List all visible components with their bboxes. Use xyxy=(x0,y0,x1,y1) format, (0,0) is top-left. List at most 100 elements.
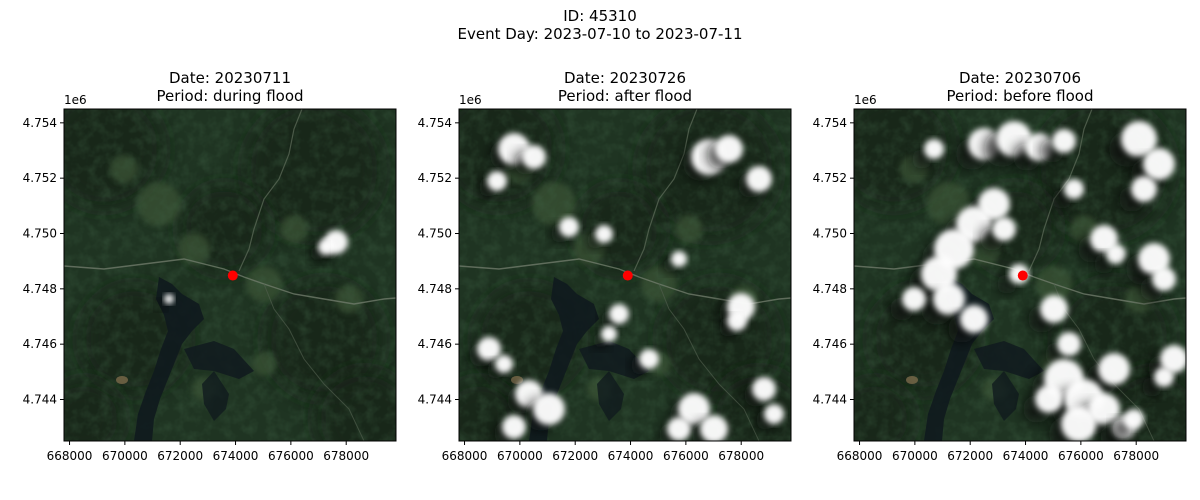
reservoir-arm xyxy=(597,371,624,421)
x-tick-label: 676000 xyxy=(1058,449,1104,463)
cloud xyxy=(671,251,687,267)
cloud xyxy=(667,417,691,441)
y-tick-label: 4.744 xyxy=(23,393,57,407)
cloud-shadow xyxy=(156,300,166,310)
cloud xyxy=(318,239,334,255)
stream xyxy=(1028,109,1093,272)
reservoir-arm xyxy=(992,371,1019,421)
cloud xyxy=(1064,179,1084,199)
axes-frame xyxy=(853,108,1187,442)
cloud xyxy=(533,393,565,425)
cloud xyxy=(487,171,507,191)
figure-title-event-day: Event Day: 2023-07-10 to 2023-07-11 xyxy=(457,25,743,43)
y-tick-label: 4.750 xyxy=(23,227,57,241)
y-tick-label: 4.752 xyxy=(23,171,57,185)
cloud xyxy=(1131,176,1157,202)
y-tick-label: 4.748 xyxy=(418,282,452,296)
clearing xyxy=(116,376,128,384)
axes-frame xyxy=(458,108,792,442)
reservoir xyxy=(134,277,204,441)
y-tick-label: 4.746 xyxy=(23,337,57,351)
y-tick-label: 4.746 xyxy=(418,337,452,351)
cloud xyxy=(559,217,579,237)
panel-title-period: Period: after flood xyxy=(558,87,692,105)
x-tick-label: 672000 xyxy=(947,449,993,463)
road xyxy=(64,258,396,305)
clearing xyxy=(511,376,523,384)
cloud xyxy=(502,415,526,439)
y-tick-label: 4.752 xyxy=(418,171,452,185)
cloud xyxy=(752,377,776,401)
y-tick-label: 4.750 xyxy=(813,227,847,241)
cloud xyxy=(522,145,546,169)
y-axis-offset-label: 1e6 xyxy=(459,93,482,107)
cloud xyxy=(1061,406,1097,441)
y-tick-label: 4.744 xyxy=(813,393,847,407)
cloud xyxy=(715,135,743,163)
cloud xyxy=(1138,243,1170,275)
cloud xyxy=(1098,353,1130,385)
panel-title-date: Date: 20230726 xyxy=(564,69,686,87)
cloud xyxy=(678,393,710,425)
cloud xyxy=(1052,129,1076,153)
panel-title-period: Period: during flood xyxy=(156,87,303,105)
cloud xyxy=(700,415,728,441)
x-tick-label: 676000 xyxy=(268,449,314,463)
panel-title-period: Period: before flood xyxy=(947,87,1094,105)
cloud xyxy=(1124,409,1144,429)
x-tick-label: 674000 xyxy=(213,449,259,463)
x-tick-label: 678000 xyxy=(323,449,369,463)
y-tick-label: 4.754 xyxy=(418,116,452,130)
cloud xyxy=(1121,121,1157,157)
figure-title: ID: 45310 Event Day: 2023-07-10 to 2023-… xyxy=(0,7,1200,43)
event-location-marker xyxy=(227,270,238,281)
x-tick-label: 678000 xyxy=(1113,449,1159,463)
y-tick-label: 4.744 xyxy=(418,393,452,407)
reservoir-arm xyxy=(184,341,254,379)
y-tick-label: 4.748 xyxy=(23,282,57,296)
cloud xyxy=(1035,385,1063,413)
event-location-marker xyxy=(622,270,633,281)
y-tick-label: 4.748 xyxy=(813,282,847,296)
cloud xyxy=(746,166,772,192)
cloud xyxy=(924,139,944,159)
stream xyxy=(263,283,365,441)
cloud xyxy=(1088,393,1120,425)
cloud xyxy=(933,283,965,315)
x-tick-label: 674000 xyxy=(1003,449,1049,463)
reservoir-arm xyxy=(579,341,649,379)
cloud xyxy=(164,294,174,304)
stream xyxy=(633,109,698,272)
reservoir-arm xyxy=(974,341,1044,379)
cloud xyxy=(921,256,957,292)
cloud xyxy=(1143,148,1175,180)
panel-title-date: Date: 20230706 xyxy=(959,69,1081,87)
cloud xyxy=(992,217,1016,241)
cloud xyxy=(727,311,747,331)
cloud xyxy=(495,355,513,373)
y-tick-label: 4.752 xyxy=(813,171,847,185)
x-tick-label: 670000 xyxy=(892,449,938,463)
cloud xyxy=(1057,332,1081,356)
panel-title-date: Date: 20230711 xyxy=(169,69,291,87)
cloud xyxy=(960,305,988,333)
figure-title-id: ID: 45310 xyxy=(563,7,637,25)
x-tick-label: 670000 xyxy=(102,449,148,463)
y-axis-offset-label: 1e6 xyxy=(854,93,877,107)
cloud xyxy=(595,225,613,243)
y-tick-label: 4.754 xyxy=(813,116,847,130)
stream xyxy=(238,109,303,272)
cloud xyxy=(601,326,617,342)
x-tick-label: 678000 xyxy=(718,449,764,463)
clearing xyxy=(906,376,918,384)
cloud xyxy=(1160,345,1186,373)
x-tick-label: 668000 xyxy=(47,449,93,463)
axes-frame xyxy=(63,108,397,442)
map-panel-2 xyxy=(459,109,791,441)
x-tick-label: 672000 xyxy=(552,449,598,463)
x-tick-label: 668000 xyxy=(442,449,488,463)
x-tick-label: 676000 xyxy=(663,449,709,463)
cloud xyxy=(1152,267,1176,291)
cloud xyxy=(764,404,784,424)
